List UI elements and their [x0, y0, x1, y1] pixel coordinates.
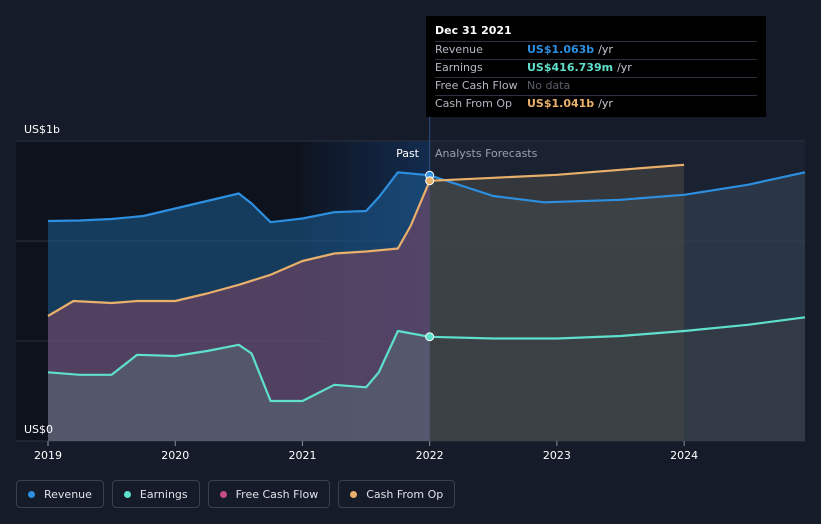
legend-label: Revenue — [44, 487, 92, 501]
tooltip-value-earnings: US$416.739m — [527, 61, 614, 74]
free-cash-flow-dot-icon — [219, 490, 227, 498]
legend-label: Earnings — [139, 487, 188, 501]
cash-from-op-dot-icon — [350, 490, 358, 498]
x-tick-label: 2021 — [288, 449, 316, 462]
x-tick-label: 2019 — [34, 449, 62, 462]
x-tick-label: 2024 — [670, 449, 698, 462]
earnings-point — [425, 332, 435, 342]
tooltip-row-free-cash-flow: Free Cash Flow No data — [435, 77, 757, 95]
x-tick-label: 2022 — [416, 449, 444, 462]
x-tick-label: 2020 — [161, 449, 189, 462]
tooltip-label: Earnings — [435, 61, 483, 74]
legend-label: Cash From Op — [366, 487, 444, 501]
y-axis-top-label: US$1b — [24, 123, 60, 136]
tooltip-unit: /yr — [598, 43, 613, 56]
earnings-forecast-area — [429, 317, 805, 441]
legend-item-earnings[interactable]: Earnings — [111, 480, 200, 508]
cash-from-op-point — [425, 176, 435, 186]
tooltip-unit: /yr — [598, 97, 613, 110]
legend-item-cash-from-op[interactable]: Cash From Op — [338, 480, 456, 508]
tooltip-row-cash-from-op: Cash From Op US$1.041b /yr — [435, 95, 757, 113]
tooltip-row-revenue: Revenue US$1.063b /yr — [435, 41, 757, 59]
tooltip-value-free-cash-flow: No data — [527, 79, 571, 92]
forecast-label: Analysts Forecasts — [435, 147, 538, 160]
legend-item-revenue[interactable]: Revenue — [16, 480, 104, 508]
cash-from-op-line — [47, 163, 685, 317]
earnings-line — [47, 316, 806, 403]
revenue-dot-icon — [28, 490, 35, 498]
legend-label: Free Cash Flow — [235, 487, 319, 501]
hover-tooltip: Dec 31 2021 Revenue US$1.063b /yr Earnin… — [426, 16, 766, 117]
chart-canvas: US$1b US$0 Past Analysts Forecasts 2019 2… — [16, 16, 806, 462]
tooltip-label: Cash From Op — [435, 97, 513, 110]
y-axis-bottom-label: US$0 — [24, 423, 53, 436]
x-tick-label: 2023 — [543, 449, 571, 462]
tooltip-label: Free Cash Flow — [435, 79, 518, 92]
earnings-past-area — [48, 331, 430, 441]
tooltip-row-earnings: Earnings US$416.739m /yr — [435, 59, 757, 77]
tooltip-unit: /yr — [617, 61, 632, 74]
tooltip-label: Revenue — [435, 43, 483, 56]
legend-item-free-cash-flow[interactable]: Free Cash Flow — [207, 480, 331, 508]
revenue-line — [47, 171, 806, 224]
tooltip-date: Dec 31 2021 — [435, 24, 512, 37]
earnings-dot-icon — [123, 490, 131, 498]
tooltip-value-revenue: US$1.063b — [527, 43, 595, 56]
past-label: Past — [396, 147, 420, 160]
cash-from-op-forecast-area — [429, 164, 685, 442]
chart-legend: Revenue Earnings Free Cash Flow Cash Fro… — [16, 480, 463, 508]
tooltip-value-cash-from-op: US$1.041b — [527, 97, 595, 110]
